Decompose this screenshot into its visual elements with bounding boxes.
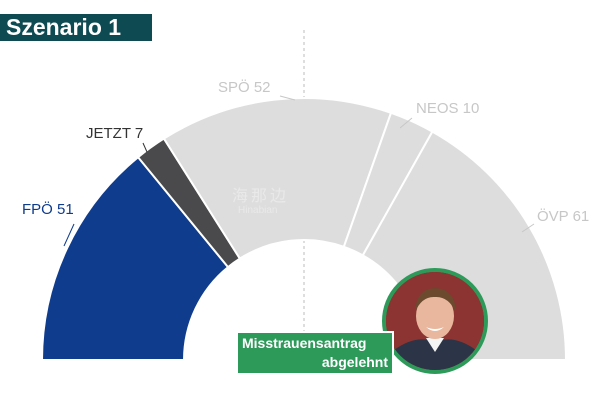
portrait-avatar — [382, 268, 488, 374]
scenario-title: Szenario 1 — [0, 14, 152, 41]
watermark-chinese: 海那边 — [232, 186, 290, 205]
callout-line1: Misstrauensantrag — [242, 335, 367, 351]
labels: FPÖ 51 JETZT 7 SPÖ 52 NEOS 10 ÖVP 61 — [22, 78, 589, 247]
callout-box: Misstrauensantrag abgelehnt — [236, 331, 394, 375]
label-leader-1 — [142, 142, 148, 153]
label-vp: ÖVP 61 — [537, 207, 589, 225]
label-leader-0 — [63, 223, 75, 247]
portrait-image — [386, 272, 484, 370]
label-sp: SPÖ 52 — [218, 78, 271, 96]
label-jetzt: JETZT 7 — [86, 125, 143, 142]
label-neos: NEOS 10 — [416, 100, 479, 117]
label-fp: FPÖ 51 — [22, 200, 74, 218]
watermark-latin: Hinabian — [238, 205, 278, 216]
label-leader-3 — [399, 117, 413, 129]
label-leader-2 — [279, 95, 296, 101]
label-leader-4 — [521, 223, 535, 233]
segment-sp — [162, 97, 393, 260]
callout-line2: abgelehnt — [321, 354, 388, 370]
segment-fp — [40, 155, 230, 361]
